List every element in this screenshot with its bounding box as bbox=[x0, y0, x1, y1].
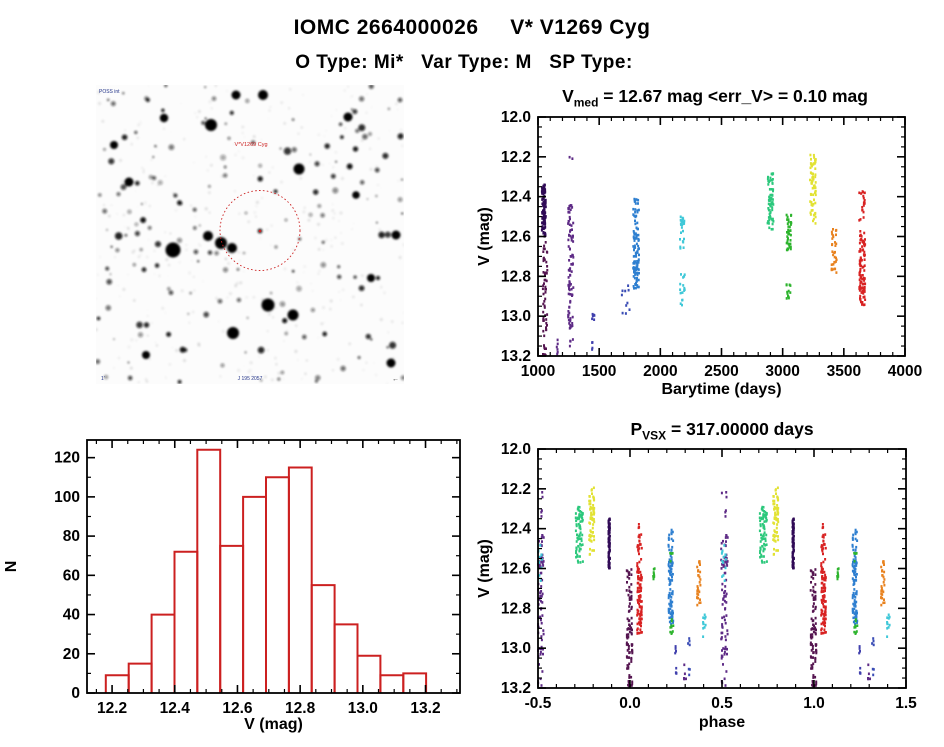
svg-text:60: 60 bbox=[63, 567, 80, 584]
svg-text:1000: 1000 bbox=[521, 363, 555, 380]
svg-text:12.6: 12.6 bbox=[222, 700, 253, 717]
svg-text:2000: 2000 bbox=[643, 363, 677, 380]
page-subtitle: O Type: Mi* Var Type: M SP Type: bbox=[295, 52, 633, 73]
svg-text:1500: 1500 bbox=[582, 363, 616, 380]
svg-text:0.5: 0.5 bbox=[711, 695, 733, 712]
svg-text:2500: 2500 bbox=[704, 363, 738, 380]
svg-text:13.0: 13.0 bbox=[501, 640, 531, 657]
x-axis-label: V (mag) bbox=[244, 716, 303, 733]
timeseries-title: Vmed = 12.67 mag <err_V> = 0.10 mag bbox=[495, 86, 935, 110]
y-axis-label: N bbox=[3, 561, 20, 573]
axis-frame bbox=[86, 439, 461, 694]
phase-title-symbol: P bbox=[630, 419, 643, 439]
svg-text:12.2: 12.2 bbox=[501, 481, 531, 498]
y-axis-label: V (mag) bbox=[476, 207, 493, 266]
timeseries-chart: 1000 1500 2000 2500 3000 3500 4000 12.0 12.2 12.4… bbox=[476, 109, 922, 398]
svg-text:0.0: 0.0 bbox=[619, 695, 641, 712]
svg-text:80: 80 bbox=[63, 528, 80, 545]
svg-text:120: 120 bbox=[54, 450, 80, 467]
svg-text:3000: 3000 bbox=[765, 363, 799, 380]
svg-text:100: 100 bbox=[54, 489, 80, 506]
svg-text:13.0: 13.0 bbox=[348, 700, 378, 717]
axis-ticks: 1000 1500 2000 2500 3000 3500 4000 12.0 12.2 12.4… bbox=[501, 109, 922, 380]
svg-text:20: 20 bbox=[63, 646, 80, 663]
finder-chart-background bbox=[96, 85, 404, 384]
svg-text:12.8: 12.8 bbox=[501, 268, 532, 285]
svg-text:13.0: 13.0 bbox=[501, 308, 531, 325]
timeseries-title-symbol: V bbox=[562, 86, 574, 106]
timeseries-title-subscript: med bbox=[573, 95, 599, 110]
axis-frame bbox=[537, 116, 906, 357]
timeseries-title-value: = 12.67 mag <err_V> = 0.10 mag bbox=[598, 86, 868, 106]
axis-ticks: 12.2 12.4 12.6 12.8 13.0 13.2 0 20 40 60 80 100 120 bbox=[54, 440, 460, 717]
histogram-chart: 12.2 12.4 12.6 12.8 13.0 13.2 0 20 40 60 80 100 120 V… bbox=[3, 439, 461, 733]
y-axis-label: V (mag) bbox=[476, 539, 493, 598]
svg-text:1.0: 1.0 bbox=[803, 695, 825, 712]
page-title: IOMC 2664000026 V* V1269 Cyg bbox=[293, 16, 651, 39]
phase-title-subscript: VSX bbox=[642, 428, 667, 443]
phase-chart: -0.5 0.0 0.5 1.0 1.5 12.0 12.2 12.4 12.6 12.8 13.0… bbox=[476, 441, 917, 731]
target-circle bbox=[219, 190, 301, 271]
svg-text:12.6: 12.6 bbox=[501, 229, 532, 246]
svg-text:13.2: 13.2 bbox=[501, 348, 531, 365]
svg-text:40: 40 bbox=[63, 607, 80, 624]
svg-text:12.0: 12.0 bbox=[501, 109, 531, 126]
histogram-bars bbox=[104, 448, 428, 693]
target-marker bbox=[258, 229, 262, 233]
svg-text:12.2: 12.2 bbox=[97, 700, 127, 717]
svg-text:0: 0 bbox=[71, 685, 80, 702]
svg-text:12.4: 12.4 bbox=[501, 521, 532, 538]
coords-label: J 195 2057 bbox=[238, 376, 263, 382]
data-points bbox=[537, 486, 891, 688]
svg-text:3500: 3500 bbox=[827, 363, 861, 380]
phase-title-value: = 317.00000 days bbox=[666, 419, 814, 439]
svg-text:12.4: 12.4 bbox=[501, 189, 532, 206]
compass-arrow-icon: ← bbox=[392, 376, 399, 383]
svg-text:12.4: 12.4 bbox=[160, 700, 191, 717]
svg-text:12.8: 12.8 bbox=[285, 700, 316, 717]
svg-text:12.2: 12.2 bbox=[501, 149, 531, 166]
x-axis-label: Barytime (days) bbox=[661, 381, 781, 398]
svg-text:12.0: 12.0 bbox=[501, 441, 531, 458]
target-label: V*V1269 Cyg bbox=[234, 142, 267, 148]
svg-text:13.2: 13.2 bbox=[410, 700, 440, 717]
svg-text:4000: 4000 bbox=[888, 363, 922, 380]
axis-ticks: -0.5 0.0 0.5 1.0 1.5 12.0 12.2 12.4 12.6 12.8 13.0… bbox=[501, 441, 917, 712]
svg-text:-0.5: -0.5 bbox=[525, 695, 552, 712]
svg-text:13.2: 13.2 bbox=[501, 680, 531, 697]
svg-text:12.6: 12.6 bbox=[501, 561, 532, 578]
svg-text:1.5: 1.5 bbox=[895, 695, 917, 712]
survey-label: POSS int bbox=[99, 89, 120, 95]
star-field-stars bbox=[96, 85, 404, 384]
finder-chart: V*V1269 Cyg POSS int J 195 2057 1' ← bbox=[96, 85, 404, 384]
x-axis-label: phase bbox=[699, 714, 745, 731]
phase-title: PVSX = 317.00000 days bbox=[502, 419, 942, 443]
scale-label: 1' bbox=[101, 376, 105, 382]
svg-text:12.8: 12.8 bbox=[501, 600, 532, 617]
data-points bbox=[540, 153, 867, 357]
